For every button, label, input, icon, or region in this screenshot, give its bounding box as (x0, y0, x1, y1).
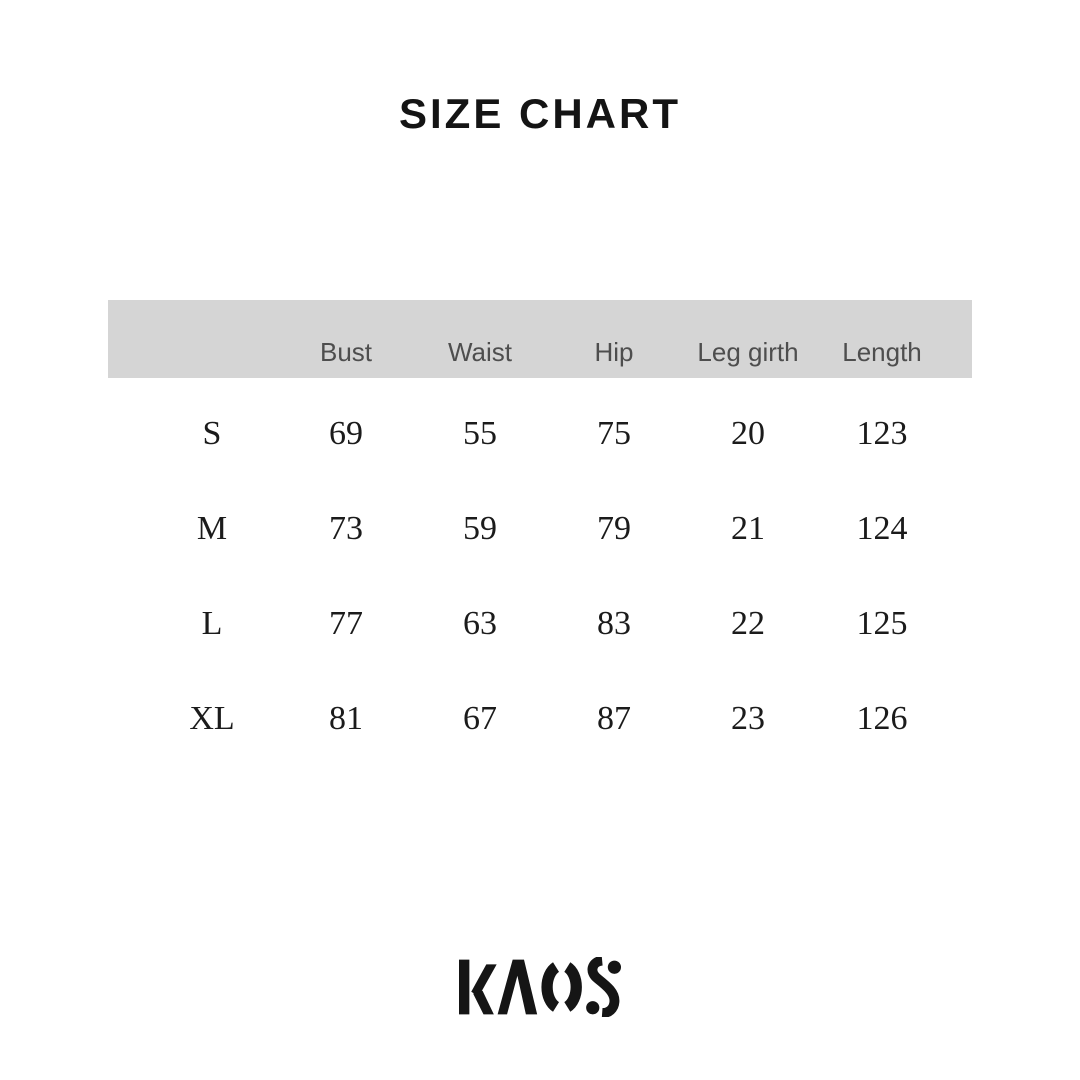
size-label: XL (189, 699, 235, 737)
hip-value: 83 (597, 604, 631, 642)
length-value: 123 (856, 414, 908, 452)
waist-value: 59 (463, 509, 497, 547)
hip-value: 87 (597, 699, 631, 737)
table-row-l: L 77 63 83 22 125 (108, 576, 972, 671)
header-cell-hip: Hip (594, 337, 634, 367)
header-cell-length: Length (842, 337, 922, 367)
page-title: SIZE CHART (399, 90, 681, 137)
bust-value: 73 (329, 509, 363, 547)
table-header-row: Bust Waist Hip Leg girth Length (108, 300, 972, 378)
hip-value: 79 (597, 509, 631, 547)
waist-value: 67 (463, 699, 497, 737)
kaos-logo (459, 955, 621, 1022)
waist-value: 63 (463, 604, 497, 642)
table-body: S 69 55 75 20 123 M 73 59 79 21 124 L 77… (108, 386, 972, 766)
table-row-m: M 73 59 79 21 124 (108, 481, 972, 576)
length-value: 126 (856, 699, 908, 737)
kaos-logo-icon (459, 955, 621, 1018)
header-cell-bust: Bust (319, 337, 373, 367)
header-cell-leg-girth: Leg girth (697, 337, 799, 367)
waist-value: 55 (463, 414, 497, 452)
table-row-xl: XL 81 67 87 23 126 (108, 671, 972, 766)
leg-girth-value: 20 (731, 414, 765, 452)
leg-girth-value: 21 (731, 509, 765, 547)
size-label: M (196, 509, 228, 547)
bust-value: 77 (329, 604, 363, 642)
leg-girth-value: 22 (731, 604, 765, 642)
length-value: 124 (856, 509, 908, 547)
table-row-s: S 69 55 75 20 123 (108, 386, 972, 481)
length-value: 125 (856, 604, 908, 642)
header-cell-waist: Waist (447, 337, 513, 367)
hip-value: 75 (597, 414, 631, 452)
leg-girth-value: 23 (731, 699, 765, 737)
size-table: Bust Waist Hip Leg girth Length S 69 55 … (108, 300, 972, 766)
bust-value: 81 (329, 699, 363, 737)
bust-value: 69 (329, 414, 363, 452)
size-label: L (201, 604, 223, 642)
size-label: S (202, 414, 222, 452)
